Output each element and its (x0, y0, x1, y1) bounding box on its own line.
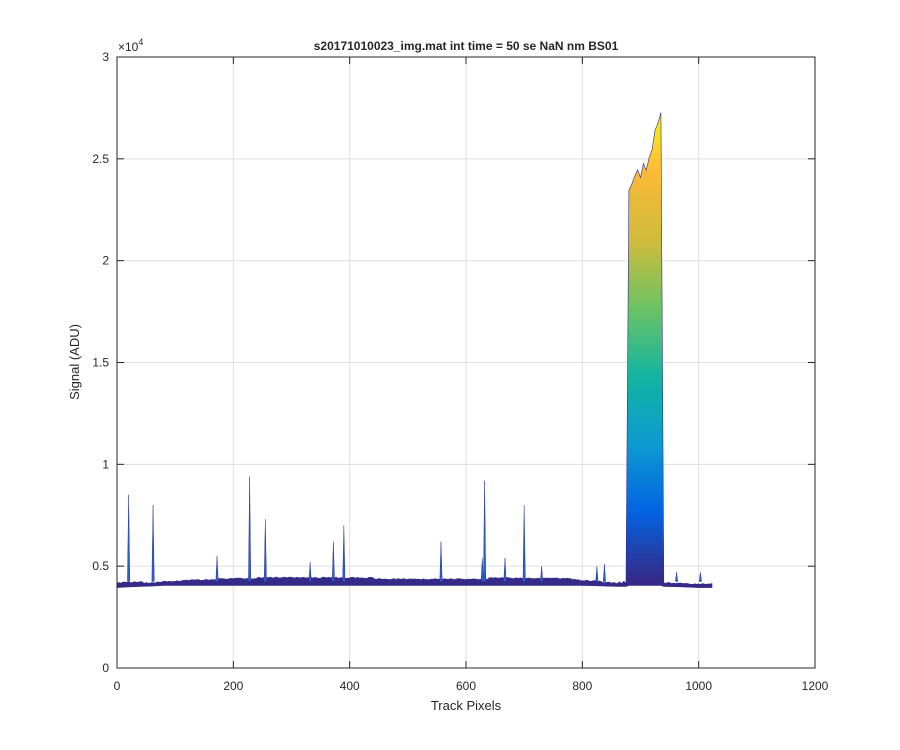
x-axis-label: Track Pixels (431, 698, 502, 713)
signal-spike (698, 572, 702, 582)
y-tick-label: 0 (102, 661, 109, 675)
signal-spike (263, 519, 267, 582)
signal-spike (540, 566, 544, 582)
axis-ticks (116, 56, 816, 669)
signal-spike (248, 476, 252, 582)
y-exponent-power: 4 (138, 37, 143, 47)
signal-spike (151, 505, 155, 582)
x-tick-label: 200 (223, 679, 243, 693)
signal-spike (675, 572, 679, 582)
grid-lines (117, 57, 815, 668)
y-tick-label: 1 (102, 457, 109, 471)
x-tick-labels: 0 200 400 600 800 1000 1200 (114, 679, 829, 693)
signal-spike (595, 566, 599, 582)
signal-spike (503, 558, 507, 582)
signal-spike (331, 541, 335, 582)
signal-spike (308, 562, 312, 582)
y-tick-label: 0.5 (92, 559, 109, 573)
y-tick-label: 2.5 (92, 152, 109, 166)
x-tick-label: 600 (456, 679, 476, 693)
signal-spike (215, 555, 219, 582)
signal-spike (483, 480, 487, 582)
signal-spike (602, 564, 606, 582)
y-exponent-base: ×10 (118, 40, 139, 54)
y-tick-labels: 0 0.5 1 1.5 2 2.5 3 (92, 50, 109, 675)
x-tick-label: 800 (572, 679, 592, 693)
signal-spike (342, 525, 346, 582)
signal-area (117, 112, 713, 588)
y-axis-label: Signal (ADU) (67, 324, 82, 400)
x-tick-label: 1000 (685, 679, 712, 693)
signal-spike (439, 541, 443, 582)
x-tick-label: 400 (340, 679, 360, 693)
chart-title: s20171010023_img.mat int time = 50 se Na… (314, 39, 619, 53)
y-exponent: ×104 (118, 37, 143, 54)
signal-spike (127, 494, 131, 582)
signal-spike (522, 505, 526, 582)
y-tick-label: 3 (102, 50, 109, 64)
signal-spike (480, 558, 484, 582)
y-tick-label: 1.5 (92, 356, 109, 370)
data-layer (117, 112, 713, 588)
x-tick-label: 0 (114, 679, 121, 693)
x-tick-label: 1200 (802, 679, 829, 693)
y-tick-label: 2 (102, 254, 109, 268)
